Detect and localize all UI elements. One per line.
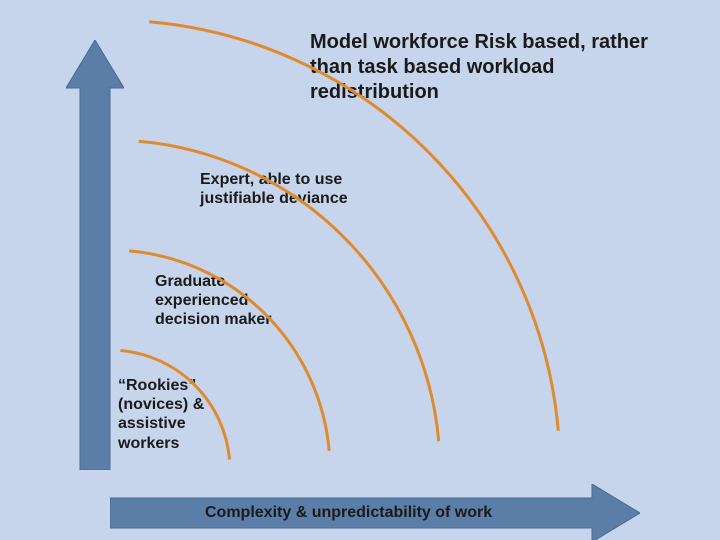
label-expert: Expert, able to use justifiable deviance: [200, 170, 400, 208]
vertical-arrow: [66, 40, 124, 470]
horizontal-arrow: Complexity & unpredictability of work: [110, 484, 640, 540]
slide-canvas: Model workforce Risk based, rather than …: [0, 0, 720, 540]
slide-title: Model workforce Risk based, rather than …: [310, 30, 680, 105]
label-rookies: “Rookies” (novices) & assistive workers: [118, 376, 238, 453]
label-graduate: Graduate experienced decision maker: [155, 272, 295, 330]
horizontal-arrow-label: Complexity & unpredictability of work: [205, 504, 492, 522]
